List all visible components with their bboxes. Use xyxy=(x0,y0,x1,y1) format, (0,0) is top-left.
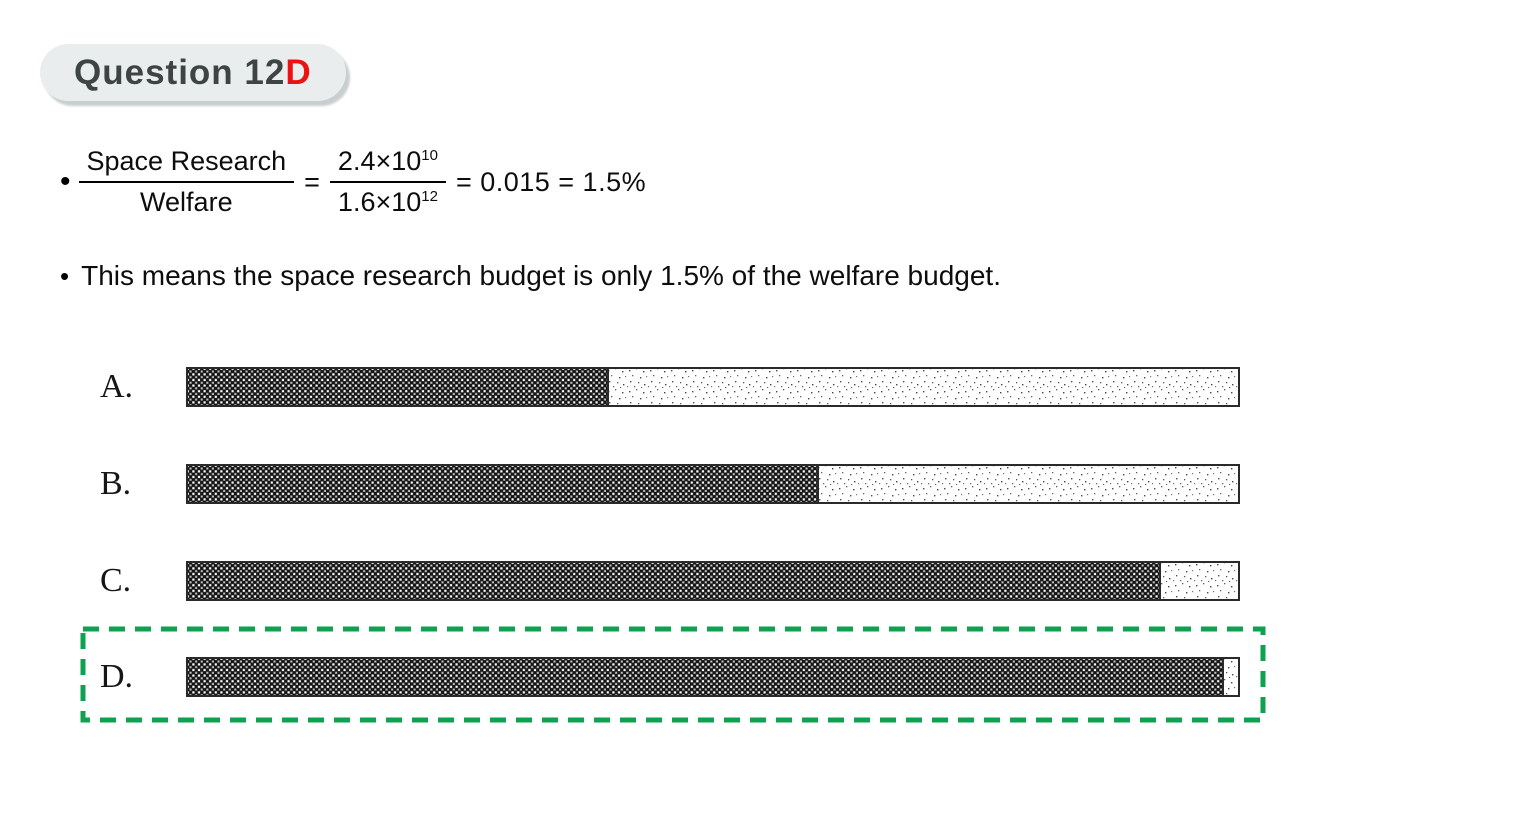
proportion-bar xyxy=(186,464,1240,504)
exponent: 12 xyxy=(421,188,438,205)
exponent: 10 xyxy=(421,147,438,164)
solution-explanation-line: • This means the space research budget i… xyxy=(60,260,1001,292)
option-label: C. xyxy=(100,562,132,599)
bullet-icon: • xyxy=(60,165,71,198)
solution-formula-line: • Space Research Welfare = 2.4×1010 1.6×… xyxy=(60,146,646,218)
equals-sign: = xyxy=(304,166,320,197)
option-label: D. xyxy=(100,658,134,695)
fraction-numeric: 2.4×1010 1.6×1012 xyxy=(329,146,446,218)
explanation-text: This means the space research budget is … xyxy=(81,260,1001,291)
option-row-c[interactable]: C. xyxy=(100,561,1240,601)
fraction-numerator: 2.4×1010 xyxy=(329,146,446,183)
question-part-letter: D xyxy=(285,52,312,92)
option-label: B. xyxy=(100,465,132,502)
proportion-bar xyxy=(186,657,1240,697)
proportion-bar xyxy=(186,367,1240,407)
fraction-numerator: Space Research xyxy=(78,146,295,183)
fraction-space-research-welfare: Space Research Welfare xyxy=(78,146,295,218)
fraction-denominator: Welfare xyxy=(140,187,233,217)
formula-result: = 0.015 = 1.5% xyxy=(455,166,647,197)
fraction-denominator: 1.6×1012 xyxy=(337,187,438,217)
proportion-bar xyxy=(186,561,1240,601)
option-row-d[interactable]: D. xyxy=(100,657,1240,697)
option-label: A. xyxy=(100,368,134,405)
bullet-icon: • xyxy=(60,261,70,291)
question-pill: Question 12 D xyxy=(40,44,346,101)
question-title: Question 12 xyxy=(74,52,286,92)
option-row-a[interactable]: A. xyxy=(100,367,1240,407)
option-row-b[interactable]: B. xyxy=(100,464,1240,504)
